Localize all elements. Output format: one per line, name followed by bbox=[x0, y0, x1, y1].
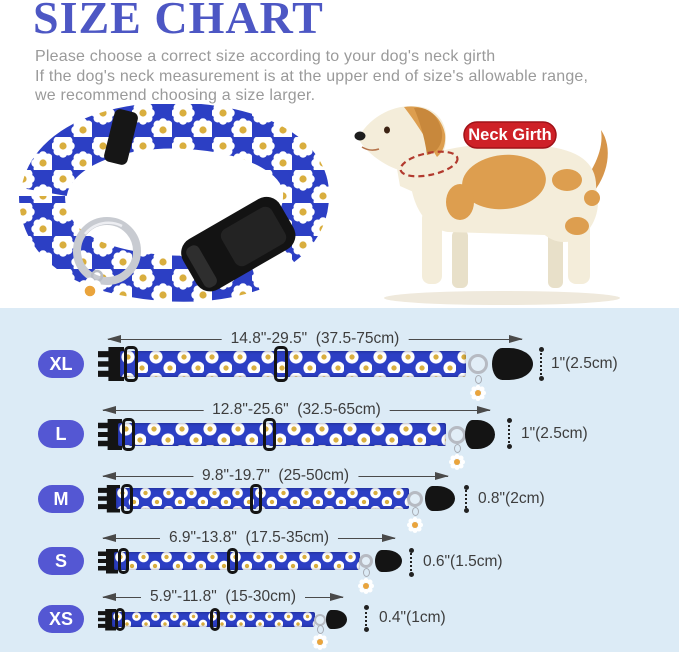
width-arrow bbox=[463, 485, 469, 513]
buckle-icon bbox=[98, 608, 116, 631]
clip-buckle-icon bbox=[465, 420, 495, 449]
width-arrow bbox=[538, 347, 544, 381]
daisy-charm-icon bbox=[470, 385, 486, 401]
adjuster-slider-icon bbox=[118, 548, 129, 574]
collar-strip-xs bbox=[98, 608, 348, 645]
adjuster-slider-icon bbox=[227, 548, 238, 574]
dog-nose bbox=[354, 131, 366, 141]
adjuster-slider-icon bbox=[115, 608, 125, 631]
daisy-charm-icon bbox=[312, 634, 328, 650]
intro-line-3: we recommend choosing a size larger. bbox=[35, 87, 316, 104]
d-ring-icon bbox=[359, 554, 373, 568]
daisy-charm-icon bbox=[407, 517, 423, 533]
daisy-charm-icon bbox=[358, 578, 374, 594]
length-arrow: 9.8"-19.7" (25-50cm) bbox=[102, 467, 449, 485]
dog-side-patch bbox=[446, 184, 474, 220]
collar-buckle bbox=[181, 196, 296, 292]
d-ring-icon bbox=[314, 613, 326, 626]
dog-rear-patch bbox=[552, 169, 582, 191]
width-arrow bbox=[363, 605, 369, 632]
width-label: 0.4"(1cm) bbox=[379, 609, 446, 626]
charm-link-icon bbox=[454, 444, 461, 453]
intro-line-2: If the dog's neck measurement is at the … bbox=[35, 67, 589, 85]
d-ring-icon bbox=[448, 425, 466, 444]
dog-back-patch bbox=[462, 154, 546, 210]
charm-link-icon bbox=[475, 375, 482, 384]
size-badge-s: S bbox=[38, 547, 84, 575]
collar-band-top bbox=[21, 104, 330, 263]
length-arrow: 14.8"-29.5" (37.5-75cm) bbox=[107, 330, 523, 348]
length-label: 5.9"-11.8" (15-30cm) bbox=[141, 588, 305, 606]
dog-leg bbox=[422, 210, 442, 284]
intro-text: Please choose a correct size according t… bbox=[35, 47, 588, 106]
collar-slider bbox=[104, 109, 138, 165]
collar-strip-m bbox=[98, 483, 455, 528]
buckle-icon bbox=[98, 548, 118, 574]
dog-eye bbox=[384, 126, 390, 134]
length-label: 6.9"-13.8" (17.5-35cm) bbox=[159, 529, 339, 547]
dog-illustration: Neck Girth bbox=[354, 106, 620, 305]
dog-haunch-patch bbox=[565, 217, 589, 235]
dog-leg bbox=[568, 220, 590, 284]
length-arrow: 12.8"-25.6" (32.5-65cm) bbox=[102, 401, 491, 419]
length-label: 14.8"-29.5" (37.5-75cm) bbox=[221, 330, 409, 348]
length-arrow: 6.9"-13.8" (17.5-35cm) bbox=[102, 529, 396, 547]
collar-strap bbox=[120, 351, 466, 377]
collar-product-image bbox=[19, 104, 330, 305]
clip-buckle-icon bbox=[326, 610, 347, 629]
clip-buckle-icon bbox=[375, 550, 402, 572]
neck-girth-label: Neck Girth bbox=[468, 126, 551, 144]
collar-d-ring bbox=[73, 217, 141, 285]
width-label: 1"(2.5cm) bbox=[521, 425, 588, 442]
width-label: 0.6"(1.5cm) bbox=[423, 553, 503, 570]
size-badge-l: L bbox=[38, 420, 84, 448]
length-label: 12.8"-25.6" (32.5-65cm) bbox=[203, 401, 390, 419]
collar-strip-s bbox=[98, 548, 402, 589]
adjuster-slider-icon bbox=[263, 418, 276, 451]
buckle-icon bbox=[98, 347, 124, 381]
length-label: 9.8"-19.7" (25-50cm) bbox=[192, 467, 359, 485]
adjuster-slider-icon bbox=[121, 483, 133, 514]
dog-leg bbox=[548, 232, 563, 288]
d-ring-icon bbox=[468, 354, 488, 374]
adjuster-slider-icon bbox=[122, 418, 135, 451]
adjuster-slider-icon bbox=[210, 608, 220, 631]
width-label: 1"(2.5cm) bbox=[551, 355, 618, 372]
adjuster-slider-icon bbox=[250, 483, 262, 514]
clip-buckle-icon bbox=[425, 486, 455, 511]
adjuster-slider-icon bbox=[124, 346, 138, 382]
charm-link-icon bbox=[412, 507, 419, 516]
width-arrow bbox=[408, 548, 414, 577]
d-ring-highlight bbox=[84, 221, 123, 235]
size-badge-m: M bbox=[38, 485, 84, 513]
width-label: 0.8"(2cm) bbox=[478, 490, 545, 507]
length-arrow: 5.9"-11.8" (15-30cm) bbox=[102, 588, 344, 606]
charm-link-icon bbox=[317, 625, 324, 634]
size-badge-xs: XS bbox=[38, 605, 84, 633]
collar-strip-xl bbox=[98, 346, 533, 396]
buckle-icon bbox=[98, 484, 120, 513]
daisy-charm bbox=[76, 277, 104, 305]
dog-leg bbox=[452, 230, 468, 288]
collar-strap bbox=[112, 612, 315, 627]
neck-girth-badge bbox=[463, 121, 557, 149]
collar-strap bbox=[118, 423, 446, 446]
dog-shadow bbox=[384, 291, 620, 305]
page-title: SIZE CHART bbox=[33, 0, 324, 43]
dog-rear-patch bbox=[584, 190, 600, 206]
adjuster-slider-icon bbox=[274, 346, 288, 382]
charm-link-icon bbox=[363, 568, 370, 577]
dog-mouth bbox=[361, 146, 380, 151]
clip-buckle-icon bbox=[492, 348, 533, 380]
dog-ear bbox=[414, 107, 443, 155]
collar-strap bbox=[116, 488, 409, 509]
neck-girth-dashed-ellipse bbox=[399, 150, 459, 178]
intro-line-1: Please choose a correct size according t… bbox=[35, 48, 496, 65]
daisy-charm-icon bbox=[449, 454, 465, 470]
d-ring-icon bbox=[407, 490, 423, 507]
width-arrow bbox=[506, 418, 512, 449]
size-badge-xl: XL bbox=[38, 350, 84, 378]
collar-strip-l bbox=[98, 418, 495, 465]
